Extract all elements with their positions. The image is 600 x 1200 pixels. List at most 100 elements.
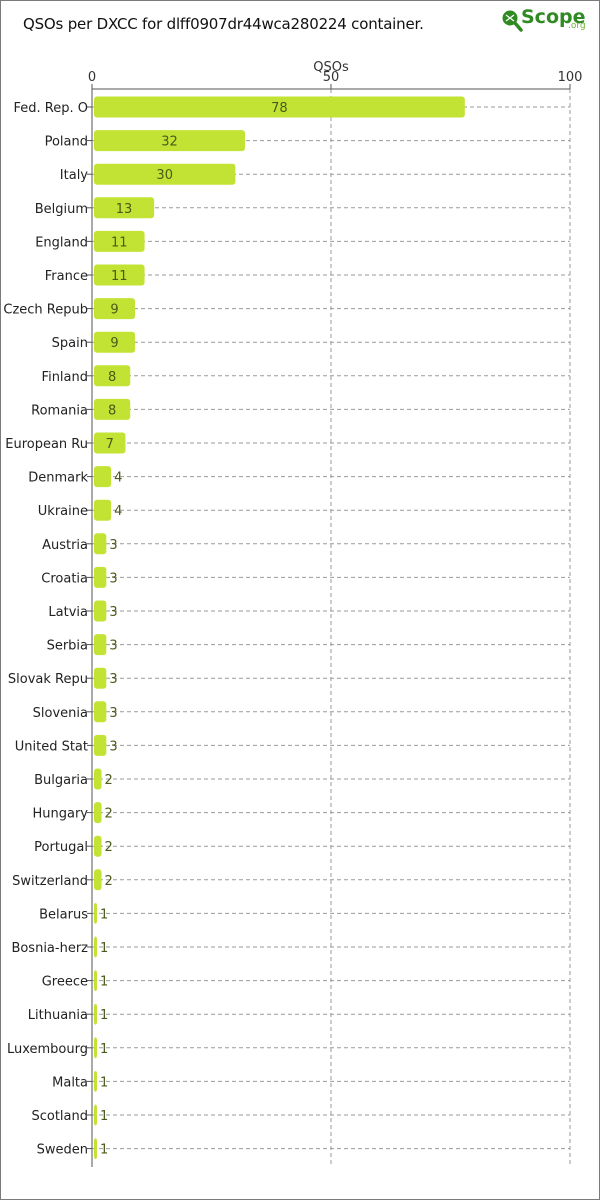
- category-label: Lithuania: [28, 1008, 88, 1023]
- value-label: 7: [106, 437, 114, 452]
- bar: [94, 1104, 97, 1126]
- value-label: 2: [105, 840, 113, 855]
- bar: [94, 264, 145, 286]
- value-label: 2: [105, 773, 113, 788]
- category-label: Fed. Rep. O: [14, 101, 88, 116]
- value-label: 2: [105, 874, 113, 889]
- x-axis-title: QSOs: [313, 60, 349, 75]
- bar: [94, 1070, 97, 1092]
- category-label: Hungary: [32, 807, 88, 822]
- category-label: Greece: [42, 975, 88, 990]
- bar: [94, 96, 465, 118]
- value-label: 1: [100, 975, 108, 990]
- value-label: 78: [271, 101, 288, 116]
- value-label: 9: [110, 303, 118, 318]
- logo-suffix: .org: [568, 21, 586, 31]
- category-label: Serbia: [47, 639, 88, 654]
- bar: [94, 398, 131, 420]
- value-label: 11: [111, 235, 128, 250]
- bar: [94, 365, 131, 387]
- bar: [94, 533, 107, 555]
- value-label: 3: [109, 706, 117, 721]
- bar: [94, 869, 102, 891]
- category-label: Latvia: [48, 605, 88, 620]
- value-label: 1: [100, 1075, 108, 1090]
- category-label: United Stat: [15, 739, 88, 754]
- bar: [94, 600, 107, 622]
- bar: [94, 970, 97, 992]
- bar: [94, 1037, 97, 1059]
- value-label: 4: [114, 504, 122, 519]
- category-label: Portugal: [34, 840, 88, 855]
- logo-text: Scope: [521, 6, 586, 28]
- category-label: Italy: [60, 168, 89, 183]
- category-label: England: [35, 235, 88, 250]
- grid-lines: [92, 89, 571, 1167]
- bar: [94, 466, 112, 488]
- category-label: European Ru: [5, 437, 88, 452]
- category-label: Sweden: [37, 1143, 88, 1158]
- category-label: Denmark: [28, 471, 88, 486]
- value-label: 1: [100, 1042, 108, 1057]
- bar: [94, 902, 97, 924]
- bar: [94, 130, 245, 152]
- value-label: 8: [108, 370, 116, 385]
- bar: [94, 936, 97, 958]
- value-label: 1: [100, 1109, 108, 1124]
- category-label: Finland: [42, 370, 88, 385]
- bar: [94, 802, 102, 824]
- category-label: Malta: [52, 1075, 88, 1090]
- category-label: Czech Repub: [3, 303, 88, 318]
- value-label: 1: [100, 941, 108, 956]
- value-label: 4: [114, 471, 122, 486]
- value-label: 11: [111, 269, 128, 284]
- category-label: Poland: [45, 135, 88, 150]
- bar: [94, 499, 112, 521]
- axes: [87, 84, 571, 1167]
- magnifier-icon: [502, 10, 523, 32]
- category-label: Spain: [52, 336, 88, 351]
- bar: [94, 197, 155, 219]
- bars: [94, 96, 465, 1160]
- bar: [94, 835, 102, 857]
- bar: [94, 768, 102, 790]
- category-label: Bulgaria: [34, 773, 88, 788]
- bar: [94, 634, 107, 656]
- value-label: 2: [105, 807, 113, 822]
- bar: [94, 734, 107, 756]
- category-label: Austria: [42, 538, 88, 553]
- category-label: Croatia: [41, 571, 88, 586]
- value-label: 3: [109, 639, 117, 654]
- category-label: Romania: [31, 403, 88, 418]
- category-label: Bosnia-herz: [11, 941, 88, 956]
- value-label: 9: [110, 336, 118, 351]
- category-label: Slovak Repu: [8, 672, 88, 687]
- value-label: 32: [161, 135, 178, 150]
- x-tick-label: 100: [558, 70, 583, 85]
- value-label: 3: [109, 571, 117, 586]
- bar: [94, 1138, 97, 1160]
- value-label: 8: [108, 403, 116, 418]
- value-label: 3: [109, 538, 117, 553]
- bar: [94, 667, 107, 689]
- x-tick-label: 0: [88, 70, 96, 85]
- value-label: 1: [100, 907, 108, 922]
- category-label: Slovenia: [33, 706, 88, 721]
- qscope-logo: Scope .org: [501, 5, 587, 37]
- category-label: Luxembourg: [7, 1042, 88, 1057]
- value-label: 3: [109, 605, 117, 620]
- value-label: 1: [100, 1008, 108, 1023]
- category-label: Ukraine: [38, 504, 88, 519]
- category-label: Switzerland: [12, 874, 88, 889]
- value-label: 1: [100, 1143, 108, 1158]
- value-label: 13: [116, 202, 133, 217]
- bar: [94, 701, 107, 723]
- x-tick-label: 50: [323, 70, 340, 85]
- chart-title: QSOs per DXCC for dlff0907dr44wca280224 …: [23, 15, 424, 33]
- bar: [94, 432, 126, 454]
- bar: [94, 331, 136, 353]
- bar: [94, 163, 236, 185]
- category-label: France: [45, 269, 88, 284]
